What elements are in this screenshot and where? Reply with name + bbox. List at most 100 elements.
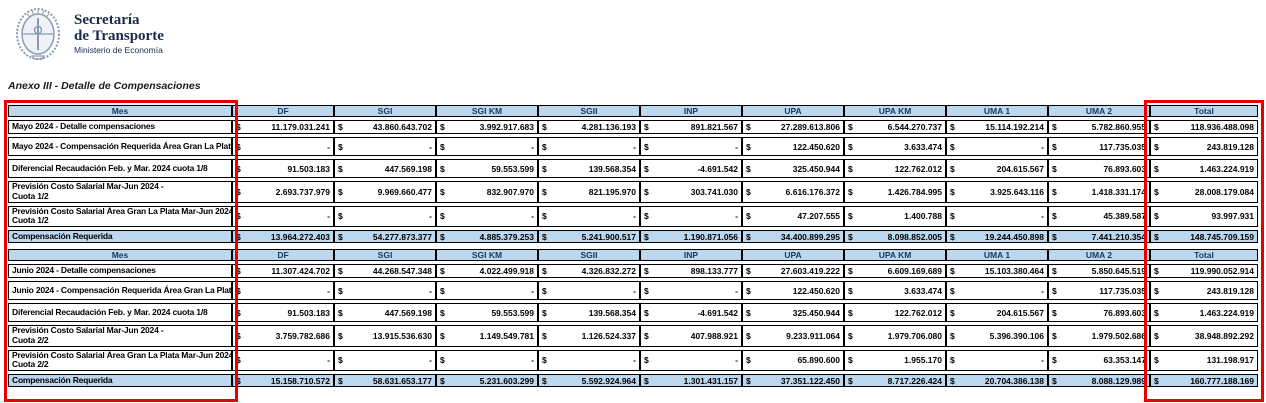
value-cell: $4.326.832.272 (538, 264, 640, 279)
amount: 148.745.709.159 (1190, 231, 1254, 242)
value-cell: $65.890.600 (742, 349, 844, 372)
column-header: SGI KM (436, 105, 538, 117)
currency-symbol: $ (848, 285, 853, 296)
amount: 20.704.386.138 (984, 375, 1044, 386)
currency-symbol: $ (440, 186, 445, 197)
amount: 1.400.788 (904, 211, 942, 222)
currency-symbol: $ (542, 355, 547, 366)
amount: 6.544.270.737 (887, 122, 942, 132)
currency-symbol: $ (950, 211, 955, 222)
amount: 139.568.354 (588, 163, 636, 174)
amount: 117.735.035 (1099, 141, 1146, 152)
currency-symbol: $ (440, 330, 445, 341)
column-header: Mes (8, 249, 232, 262)
currency-symbol: $ (338, 285, 343, 296)
amount: 5.850.645.519 (1091, 266, 1146, 277)
amount: 13.964.272.403 (270, 231, 330, 242)
amount: 76.893.603 (1103, 163, 1146, 174)
currency-symbol: $ (338, 266, 343, 277)
row-label-cell: Diferencial Recaudación Feb. y Mar. 2024… (8, 159, 232, 178)
currency-symbol: $ (440, 285, 445, 296)
currency-symbol: $ (236, 122, 241, 132)
column-header: Total (1150, 249, 1258, 262)
table-row: Mayo 2024 - Detalle compensaciones $11.17… (8, 120, 1258, 134)
amount: 122.450.620 (792, 141, 840, 152)
value-cell: $1.400.788 (844, 205, 946, 228)
currency-symbol: $ (1154, 141, 1159, 152)
currency-symbol: $ (746, 330, 751, 341)
value-cell: $38.948.892.292 (1150, 325, 1258, 347)
currency-symbol: $ (950, 375, 955, 386)
amount: 131.198.917 (1206, 355, 1254, 366)
currency-symbol: $ (338, 163, 343, 174)
value-cell: $5.241.900.517 (538, 230, 640, 244)
compensation-table: Mes DF SGI SGI KM SGII INP UPA UPA KM UMA 1 UMA 2… (8, 102, 1258, 246)
currency-symbol: $ (1052, 122, 1057, 132)
value-cell: $ - (640, 281, 742, 301)
value-cell: $1.979.706.080 (844, 325, 946, 347)
amount: 122.762.012 (894, 163, 942, 174)
currency-symbol: $ (848, 163, 853, 174)
coat-of-arms-logo (16, 8, 60, 60)
value-cell: $3.633.474 (844, 137, 946, 156)
currency-symbol: $ (236, 141, 241, 152)
column-header: UPA KM (844, 105, 946, 117)
value-cell: $15.114.192.214 (946, 120, 1048, 134)
currency-symbol: $ (440, 141, 445, 152)
amount: - (633, 285, 636, 296)
amount: - (1041, 141, 1044, 152)
value-cell: $6.544.270.737 (844, 120, 946, 134)
currency-symbol: $ (338, 211, 343, 222)
currency-symbol: $ (440, 307, 445, 318)
currency-symbol: $ (542, 186, 547, 197)
value-cell: $1.463.224.919 (1150, 159, 1258, 178)
value-cell: $119.990.052.914 (1150, 264, 1258, 279)
amount: 243.819.128 (1206, 141, 1254, 152)
value-cell: $11.307.424.702 (232, 264, 334, 279)
amount: 447.569.198 (384, 163, 432, 174)
amount: 59.553.599 (491, 307, 534, 318)
currency-symbol: $ (644, 141, 649, 152)
amount: 5.782.860.955 (1091, 122, 1146, 132)
amount: 63.353.147 (1103, 355, 1146, 366)
amount: 1.418.331.174 (1091, 186, 1146, 197)
column-header-row: Mes DF SGI SGI KM SGII INP UPA UPA KM UMA 1 UMA 2… (8, 249, 1258, 262)
column-header: Mes (8, 105, 232, 117)
column-header: UMA 1 (946, 105, 1048, 117)
currency-symbol: $ (338, 186, 343, 197)
value-cell: $20.704.386.138 (946, 374, 1048, 388)
currency-symbol: $ (440, 266, 445, 277)
currency-symbol: $ (746, 375, 751, 386)
currency-symbol: $ (338, 330, 343, 341)
amount: 43.860.643.702 (372, 122, 432, 132)
currency-symbol: $ (746, 163, 751, 174)
table-row: Diferencial Recaudación Feb. y Mar. 2024… (8, 159, 1258, 178)
amount: - (531, 285, 534, 296)
value-cell: $9.969.660.477 (334, 181, 436, 203)
currency-symbol: $ (848, 186, 853, 197)
amount: 4.885.379.253 (479, 231, 534, 242)
currency-symbol: $ (950, 122, 955, 132)
value-cell: $15.103.380.464 (946, 264, 1048, 279)
column-header-row: Mes DF SGI SGI KM SGII INP UPA UPA KM UMA 1 UMA 2… (8, 105, 1258, 117)
value-cell: $ - (436, 349, 538, 372)
currency-symbol: $ (644, 266, 649, 277)
currency-symbol: $ (236, 231, 241, 242)
amount: - (531, 355, 534, 366)
value-cell: $58.631.653.177 (334, 374, 436, 388)
value-cell: $447.569.198 (334, 303, 436, 323)
amount: - (1041, 211, 1044, 222)
table-row: Junio 2024 - Detalle compensaciones $11.3… (8, 264, 1258, 279)
row-label-cell: Previsión Costo Salarial Mar-Jun 2024 - … (8, 181, 232, 203)
amount: - (429, 355, 432, 366)
column-header: UMA 1 (946, 249, 1048, 262)
column-header: UMA 2 (1048, 105, 1150, 117)
amount: - (429, 211, 432, 222)
value-cell: $8.088.129.989 (1048, 374, 1150, 388)
amount: 1.301.431.157 (683, 375, 738, 386)
value-cell: $93.997.931 (1150, 205, 1258, 228)
value-cell: $ - (334, 349, 436, 372)
amount: 122.762.012 (894, 307, 942, 318)
value-cell: $243.819.128 (1150, 137, 1258, 156)
currency-symbol: $ (1154, 307, 1159, 318)
